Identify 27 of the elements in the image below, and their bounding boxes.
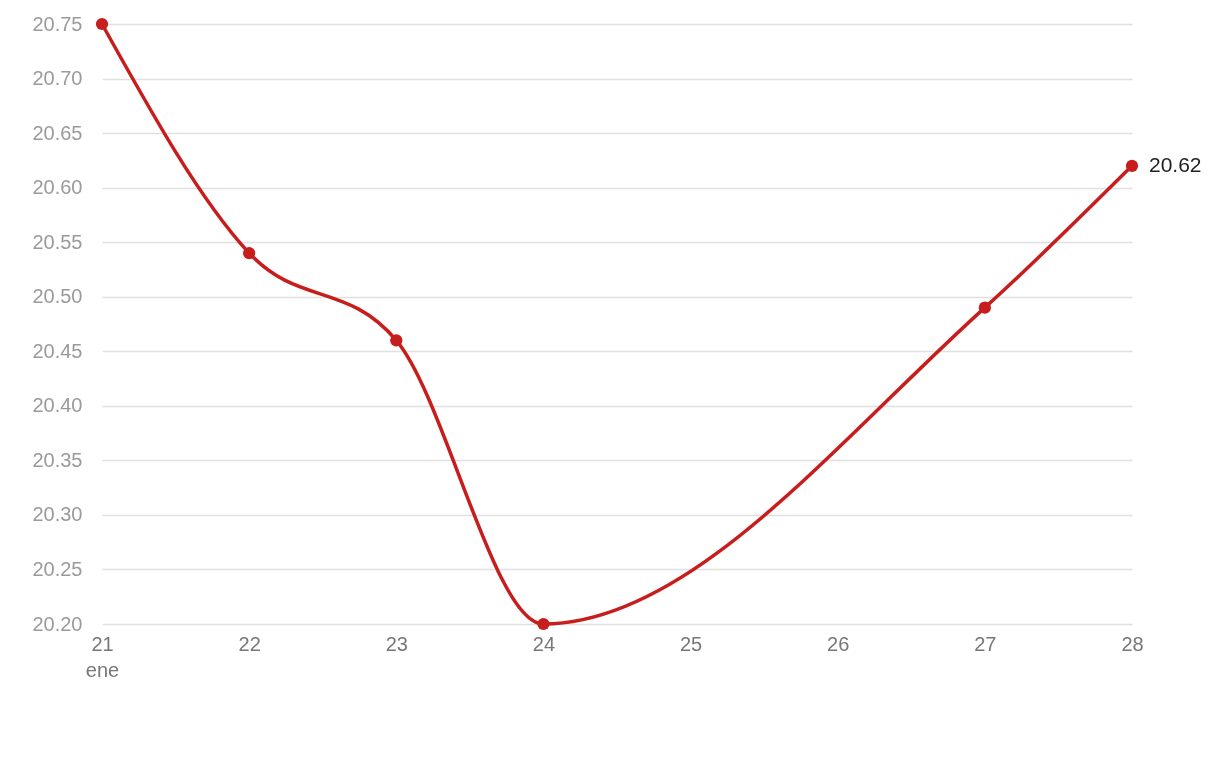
y-tick-label: 20.75 xyxy=(32,12,83,35)
y-tick-label: 20.25 xyxy=(32,557,83,580)
point xyxy=(1125,159,1139,172)
x-tick-label: 21 ene xyxy=(85,632,120,681)
y-tick-label: 20.45 xyxy=(32,339,83,362)
x-tick-label: 23 xyxy=(385,632,408,655)
x-tick-label: 24 xyxy=(532,632,556,655)
y-tick-label: 20.65 xyxy=(32,121,83,144)
y-tick-label: 20.20 xyxy=(32,612,83,635)
y-tick-label: 20.40 xyxy=(32,394,83,417)
point xyxy=(390,334,403,347)
x-tick-label: 28 xyxy=(1121,632,1144,655)
point xyxy=(95,17,109,31)
point xyxy=(978,301,991,314)
point xyxy=(537,617,550,631)
y-tick-label: 20.60 xyxy=(32,176,83,199)
point xyxy=(243,246,256,260)
x-tick-label: 27 xyxy=(974,632,997,655)
data-label: 20.62 xyxy=(1149,152,1202,176)
y-tick-label: 20.70 xyxy=(32,67,83,90)
y-tick-label: 20.35 xyxy=(32,448,83,471)
x-tick-label: 22 xyxy=(238,632,261,655)
y-tick-label: 20.50 xyxy=(32,285,83,308)
y-tick-label: 20.55 xyxy=(32,230,83,253)
x-tick-label: 25 xyxy=(679,632,703,655)
y-tick-label: 20.30 xyxy=(32,503,83,526)
x-tick-label: 26 xyxy=(827,632,850,655)
